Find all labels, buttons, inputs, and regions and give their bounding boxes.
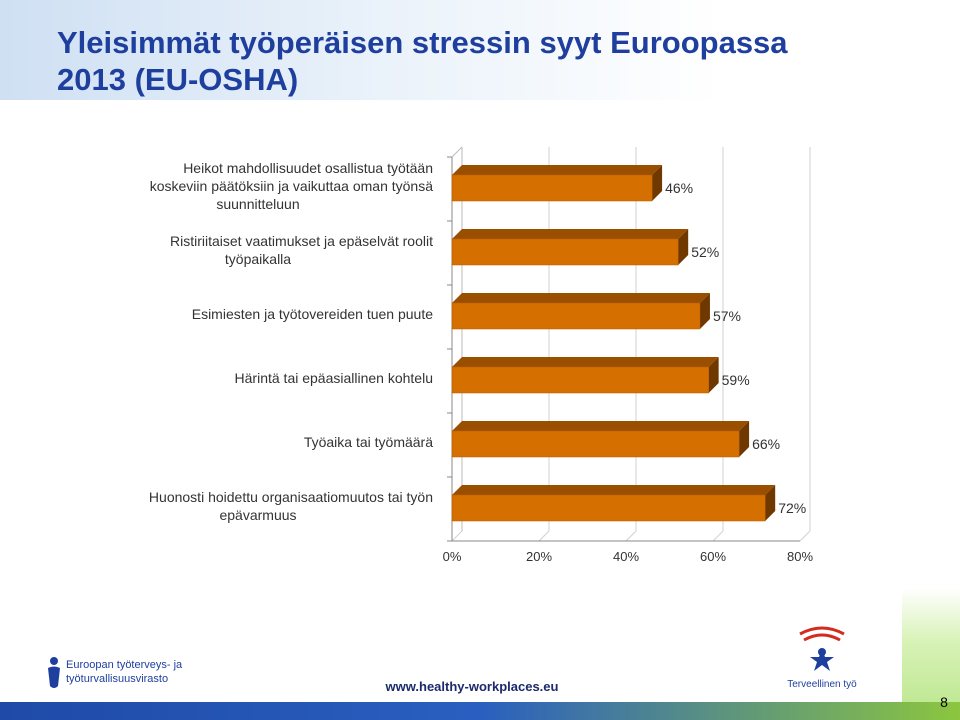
category-label: epävarmuus [219,507,296,523]
data-label: 66% [752,436,780,452]
bar-top-face [452,421,750,431]
x-tick-label: 60% [700,549,726,564]
floor-gridline [538,530,550,542]
bar [451,174,653,202]
bar-top-face [452,229,689,239]
slide-title-line1: Yleisimmät työperäisen stressin syyt Eur… [57,25,788,60]
bottom-stripe [0,702,960,720]
bar-top-face [452,357,719,367]
eu-osha-logo-text-line1: Euroopan työterveys- ja [66,659,183,671]
x-tick-label: 40% [613,549,639,564]
category-label: Heikot mahdollisuudet osallistua työtään [183,160,433,176]
bar [451,494,766,522]
bar-top-face [452,293,710,303]
bar-top-face [452,165,663,175]
category-label: Esimiesten ja työtovereiden tuen puute [192,306,433,322]
wall-top-edge [451,146,463,158]
eu-osha-logo-text-line2: työturvallisuusvirasto [66,673,169,685]
floor-gridline [625,530,637,542]
bar [451,238,679,266]
category-label: Huonosti hoidettu organisaatiomuutos tai… [149,489,433,505]
category-label: suunnitteluun [216,196,299,212]
x-tick-label: 80% [787,549,813,564]
category-label: Härintä tai epäasiallinen kohtelu [235,370,433,386]
bar-side-face [708,357,719,393]
eu-osha-logo: Euroopan työterveys- ja työturvallisuusv… [44,656,182,692]
category-label: Työaika tai työmäärä [304,434,433,450]
category-label: Ristiriitaiset vaatimukset ja epäselvät … [170,233,433,249]
bar-top-face [452,485,776,495]
x-tick-label: 20% [526,549,552,564]
slide-title-line2: 2013 (EU-OSHA) [57,62,299,97]
x-tick-label: 0% [443,549,462,564]
bar-side-face [678,229,689,265]
floor-gridline [712,530,724,542]
bar [451,302,701,330]
page-number: 8 [940,694,948,710]
green-edge-decoration [902,588,960,720]
eu-osha-logo-icon [48,657,60,688]
slide-title: Yleisimmät työperäisen stressin syyt Eur… [57,24,917,98]
category-label: koskeviin päätöksiin ja vaikuttaa oman t… [150,178,433,194]
website-url: www.healthy-workplaces.eu [385,679,559,694]
healthy-workplaces-logo-label: Terveellinen työ [787,679,857,690]
data-label: 46% [665,180,693,196]
data-label: 72% [778,500,806,516]
data-label: 52% [691,244,719,260]
data-label: 59% [722,372,750,388]
bar-chart: 46% Heikot mahdollisuudet osallistua työt… [149,146,813,564]
bar-side-face [765,485,776,521]
data-label: 57% [713,308,741,324]
bar-side-face [739,421,750,457]
bar-side-face [699,293,710,329]
bar-side-face [652,165,663,201]
floor-gridline [799,530,811,542]
healthy-workplaces-logo: Terveellinen työ [782,624,862,696]
floor-gridline [451,530,463,542]
category-label: työpaikalla [225,251,291,267]
header-band [0,0,960,100]
bar [451,430,740,458]
bar [451,366,709,394]
healthy-workplaces-logo-icon [799,626,845,671]
